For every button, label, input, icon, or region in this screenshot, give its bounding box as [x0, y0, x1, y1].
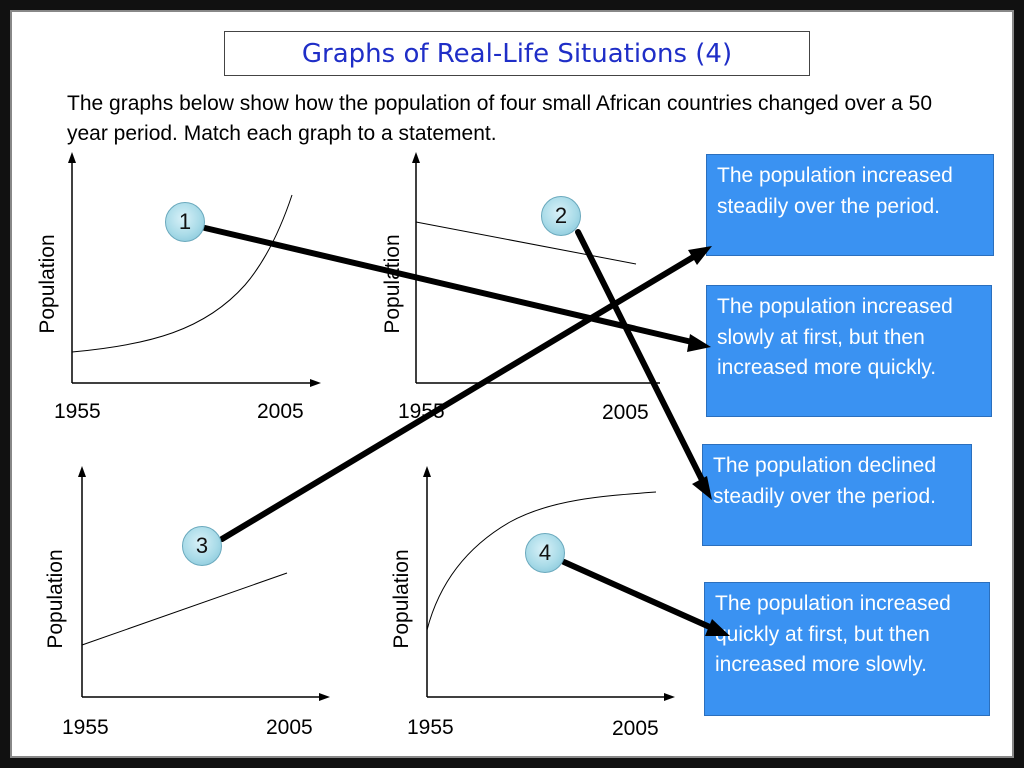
- statement-steady-decline[interactable]: The population declined steadily over th…: [702, 444, 972, 546]
- graph-3-number-badge: 3: [182, 526, 222, 566]
- statement-quick-then-slow[interactable]: The population increased quickly at firs…: [704, 582, 990, 716]
- graph-3: [78, 466, 330, 701]
- graph-3-line: [81, 572, 288, 646]
- arrow-4-head: [705, 619, 730, 636]
- graph-2-x-start: 1955: [398, 400, 445, 423]
- graph-4-x-start: 1955: [407, 716, 454, 739]
- graph-2: [412, 152, 660, 384]
- graph-3-y-arrowhead: [78, 466, 86, 477]
- title-text: Graphs of Real-Life Situations (4): [301, 38, 733, 69]
- graph-4-x-end: 2005: [612, 717, 659, 740]
- graph-3-x-start: 1955: [62, 716, 109, 739]
- intro-text: The graphs below show how the population…: [67, 92, 933, 145]
- slide-inner-border: [10, 10, 1014, 758]
- arrow-2-head: [692, 476, 712, 500]
- graph-3-x-end: 2005: [266, 716, 313, 739]
- slide-title: Graphs of Real-Life Situations (4): [224, 31, 810, 76]
- graph-4-curve: [426, 491, 657, 631]
- graph-4-x-arrowhead: [664, 693, 675, 701]
- arrow-2-line: [575, 229, 705, 483]
- graph-2-y-arrowhead: [412, 152, 420, 163]
- graph-1-x-arrowhead: [310, 379, 321, 387]
- graph-1-x-end: 2005: [257, 400, 304, 423]
- graph-1: [68, 152, 321, 387]
- arrow-4-line: [561, 559, 715, 631]
- graph-4-number-badge: 4: [525, 533, 565, 573]
- arrow-1-head: [687, 334, 711, 352]
- graph-4: [423, 466, 675, 701]
- graph-2-x-end: 2005: [602, 401, 649, 424]
- graph-1-number-badge: 1: [165, 202, 205, 242]
- arrow-1-line: [202, 225, 695, 345]
- graph-3-x-arrowhead: [319, 693, 330, 701]
- arrow-3-head: [688, 246, 712, 265]
- arrow-3-line: [219, 253, 698, 542]
- graph-1-y-arrowhead: [68, 152, 76, 163]
- statement-steady-increase[interactable]: The population increased steadily over t…: [706, 154, 994, 256]
- graph-1-curve: [71, 194, 293, 353]
- statement-slow-then-quick[interactable]: The population increased slowly at first…: [706, 285, 992, 417]
- graph-2-line: [415, 221, 637, 265]
- graph-1-x-start: 1955: [54, 400, 101, 423]
- graph-4-y-arrowhead: [423, 466, 431, 477]
- graph-2-number-badge: 2: [541, 196, 581, 236]
